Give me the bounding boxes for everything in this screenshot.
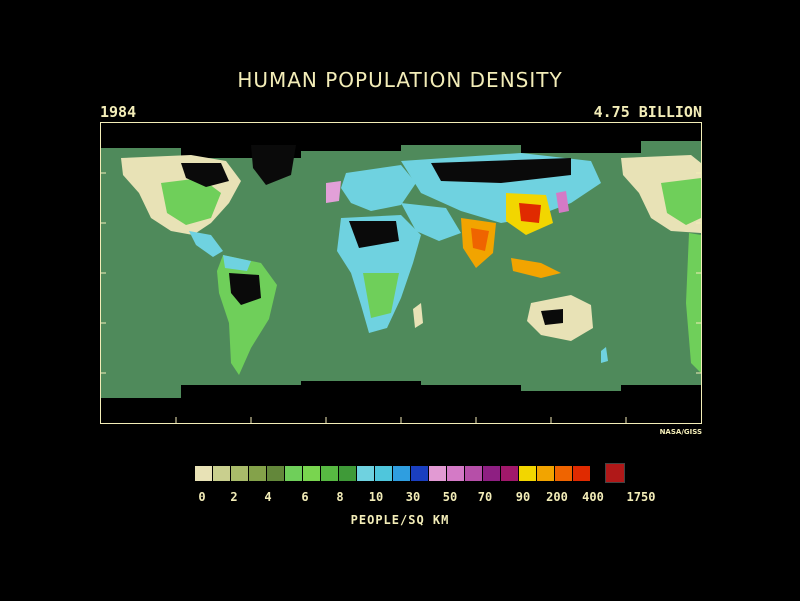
central-america — [189, 231, 223, 257]
legend-swatch-3 — [249, 465, 266, 481]
legend-swatch-11 — [393, 465, 410, 481]
south-america-north — [223, 255, 251, 271]
legend-tick-max: 1750 — [626, 490, 656, 504]
greenland — [251, 145, 296, 185]
legend-swatch-16 — [483, 465, 500, 481]
legend-units: PEOPLE/SQ KM — [350, 513, 450, 527]
chart-title: HUMAN POPULATION DENSITY — [237, 68, 563, 92]
british-isles — [326, 181, 341, 203]
legend-swatch-0 — [195, 465, 212, 481]
india-dense — [471, 228, 489, 251]
siberia-sparse — [431, 158, 571, 183]
color-legend — [195, 463, 625, 483]
legend-tick-11: 400 — [582, 490, 604, 504]
legend-tick-2: 4 — [264, 490, 272, 504]
legend-ticks: 0 2 4 6 8 10 30 50 70 90 200 400 1750 — [195, 490, 665, 506]
population-map — [100, 122, 702, 424]
legend-swatches — [195, 465, 591, 481]
legend-swatch-18 — [519, 465, 536, 481]
legend-swatch-1 — [213, 465, 230, 481]
arctic-band — [101, 123, 701, 158]
antarctica — [101, 381, 701, 423]
south-america-repeat — [686, 233, 701, 373]
legend-tick-5: 10 — [368, 490, 384, 504]
central-africa — [363, 273, 399, 318]
year-label: 1984 — [100, 103, 137, 121]
southeast-asia-islands — [511, 258, 561, 278]
legend-swatch-17 — [501, 465, 518, 481]
new-zealand — [601, 347, 608, 363]
legend-swatch-15 — [465, 465, 482, 481]
legend-tick-0: 0 — [198, 490, 206, 504]
world-map-svg — [101, 123, 701, 423]
sahara — [349, 221, 399, 248]
population-total: 4.75 BILLION — [593, 103, 702, 121]
europe — [341, 165, 416, 211]
legend-tick-3: 6 — [301, 490, 309, 504]
legend-swatch-19 — [537, 465, 554, 481]
legend-swatch-20 — [555, 465, 572, 481]
japan — [556, 191, 569, 213]
legend-swatch-9 — [357, 465, 374, 481]
legend-tick-8: 70 — [477, 490, 493, 504]
legend-swatch-7 — [321, 465, 338, 481]
legend-tick-1: 2 — [230, 490, 238, 504]
china-dense — [519, 203, 541, 223]
legend-swatch-21 — [573, 465, 590, 481]
middle-east — [401, 203, 461, 241]
legend-swatch-14 — [447, 465, 464, 481]
legend-tick-10: 200 — [546, 490, 568, 504]
legend-tick-6: 30 — [405, 490, 421, 504]
legend-swatch-6 — [303, 465, 320, 481]
north-america-repeat-mid — [661, 178, 701, 225]
legend-swatch-12 — [411, 465, 428, 481]
legend-swatch-2 — [231, 465, 248, 481]
legend-tick-4: 8 — [336, 490, 344, 504]
legend-swatch-5 — [285, 465, 302, 481]
canada-sparse — [181, 163, 229, 187]
madagascar — [413, 303, 423, 328]
australia-interior — [541, 309, 563, 325]
legend-swatch-4 — [267, 465, 284, 481]
legend-swatch-10 — [375, 465, 392, 481]
legend-swatch-8 — [339, 465, 356, 481]
legend-tick-7: 50 — [442, 490, 458, 504]
source-credit: NASA/GISS — [659, 428, 702, 436]
legend-swatch-13 — [429, 465, 446, 481]
north-america-mid — [161, 178, 221, 225]
amazon-sparse — [229, 273, 261, 305]
legend-tick-9: 90 — [515, 490, 531, 504]
legend-swatch-max — [605, 463, 625, 483]
